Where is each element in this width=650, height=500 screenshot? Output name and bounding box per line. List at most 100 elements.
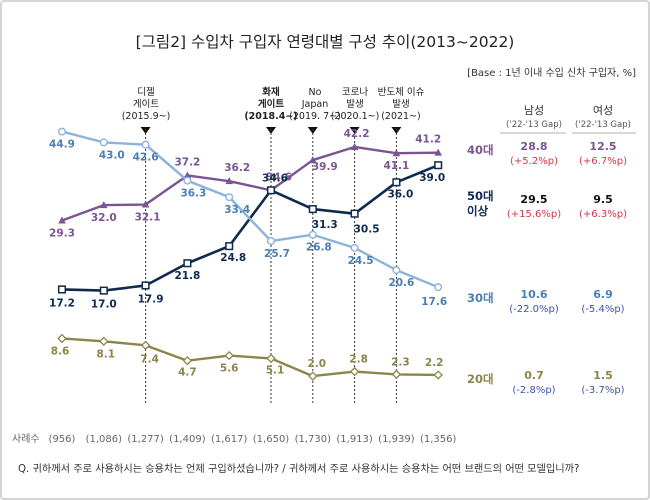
event-label: 발생: [346, 99, 363, 110]
data-label-age20: 2.0: [307, 358, 326, 370]
table-gap: (-22.0%p): [509, 304, 559, 315]
sample-size: (1,730): [295, 434, 332, 445]
data-label-age30: 33.4: [224, 204, 250, 216]
point-age40: [141, 200, 150, 208]
table-header: 여성: [593, 104, 613, 117]
data-label-age40: 39.9: [312, 161, 338, 173]
question-text: Q. 귀하께서 주로 사용하시는 승용차는 언제 구입하셨습니까? / 귀하께서…: [18, 462, 579, 475]
data-label-age20: 5.1: [266, 364, 285, 376]
legend-label-age30: 30대: [467, 291, 494, 305]
data-label-age50: 30.5: [354, 224, 380, 236]
point-age30: [434, 283, 443, 292]
point-age40: [309, 156, 317, 164]
event-label: (2019. 7~): [289, 111, 341, 122]
base-note: [Base : 1년 이내 수입 신차 구입자, %]: [467, 66, 636, 79]
point-age50: [266, 186, 276, 195]
event-label: Japan: [301, 99, 329, 110]
point-age40: [225, 177, 233, 185]
data-label-age30: 26.8: [306, 242, 332, 254]
data-label-age20: 8.6: [51, 345, 70, 357]
table-header-sub: ('22-'13 Gap): [575, 120, 631, 130]
event-label: 게이트: [133, 99, 159, 110]
legend-label-age50: 이상: [467, 204, 489, 218]
table-gap: (-3.7%p): [581, 385, 624, 396]
series-line-age30: [61, 130, 439, 289]
point-age50: [57, 285, 67, 294]
sample-size: (1,617): [211, 434, 248, 445]
data-label-age40: 32.1: [135, 212, 161, 224]
data-label-age20: 8.1: [96, 348, 115, 360]
table-gap: (+15.6%p): [507, 209, 561, 220]
point-age50: [350, 209, 359, 218]
point-age30: [308, 230, 317, 239]
table-gap: (-2.8%p): [512, 385, 555, 396]
table-gap: (-5.4%p): [581, 304, 624, 315]
point-age50: [99, 286, 108, 295]
point-age40: [350, 142, 359, 150]
data-label-age20: 7.4: [140, 353, 159, 365]
table-value: 6.9: [593, 288, 613, 301]
data-label-age40: 36.2: [224, 162, 250, 174]
sample-size: (1,650): [253, 434, 290, 445]
point-age20: [266, 353, 276, 364]
data-label-age50: 21.8: [174, 270, 200, 282]
data-label-age20: 4.7: [178, 367, 197, 379]
legend-label-age50: 50대: [467, 189, 494, 203]
data-label-age50: 17.9: [138, 293, 164, 305]
data-label-age50: 39.0: [419, 172, 445, 184]
data-label-age40: 41.1: [383, 160, 409, 172]
event-label: (2020.1~): [331, 111, 380, 122]
event-label: 디젤: [137, 86, 155, 98]
point-age20: [57, 333, 67, 344]
point-age30: [267, 237, 276, 246]
event-label: (2018.4~): [244, 111, 297, 122]
table-header-sub: ('22-'13 Gap): [506, 120, 562, 130]
data-label-age50: 17.0: [91, 299, 117, 311]
point-age50: [141, 281, 150, 290]
point-age20: [99, 336, 109, 347]
point-age30: [99, 138, 108, 147]
sample-size-label: 사례수: [12, 433, 40, 445]
point-age30: [392, 266, 401, 275]
point-age40: [58, 216, 66, 224]
data-label-age30: 25.7: [264, 248, 290, 260]
sample-size: (1,409): [169, 434, 206, 445]
point-age40: [183, 171, 192, 179]
sample-size: (1,939): [378, 434, 415, 445]
data-label-age40: 32.0: [91, 212, 117, 224]
point-age30: [225, 193, 234, 202]
point-age50: [392, 178, 401, 187]
point-age40: [392, 149, 401, 157]
point-age30: [58, 127, 67, 136]
event-label: 화재: [262, 86, 279, 98]
chart-title: [그림2] 수입차 구입자 연령대별 구성 추이(2013~2022): [136, 33, 515, 51]
data-label-age50: 36.0: [387, 188, 413, 200]
sample-size: (1,356): [420, 434, 457, 445]
data-label-age20: 2.2: [425, 357, 444, 369]
event-label: 게이트: [258, 98, 284, 110]
point-age20: [182, 355, 193, 366]
data-label-age30: 42.6: [133, 152, 159, 164]
data-label-age30: 24.5: [348, 255, 374, 267]
event-label: 발생: [392, 99, 409, 110]
point-age20: [140, 340, 151, 351]
point-age30: [141, 140, 150, 149]
series-line-age40: [61, 145, 439, 222]
data-label-age30: 43.0: [99, 149, 125, 161]
table-value: 9.5: [593, 193, 613, 206]
table-gap: (+6.7%p): [579, 156, 627, 167]
sample-size: (1,277): [127, 434, 164, 445]
table-header: 남성: [524, 104, 544, 117]
point-age50: [308, 205, 317, 214]
data-label-age40: 29.3: [49, 227, 75, 239]
table-value: 1.5: [593, 369, 613, 382]
event-label: 반도체 이슈: [378, 87, 425, 98]
point-age20: [308, 371, 318, 381]
sample-size: (1,913): [336, 434, 373, 445]
point-age20: [391, 369, 402, 380]
table-value: 12.5: [589, 140, 616, 153]
point-age50: [434, 161, 443, 170]
point-age40: [434, 148, 442, 156]
point-age40: [100, 201, 108, 209]
